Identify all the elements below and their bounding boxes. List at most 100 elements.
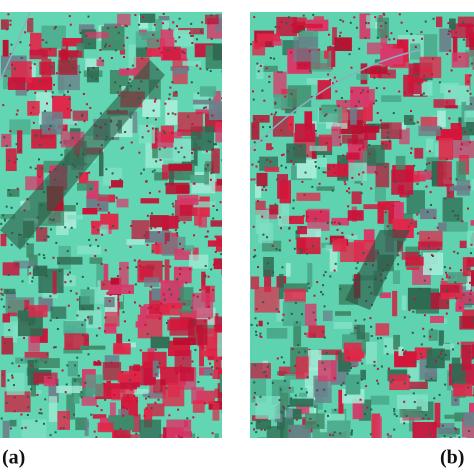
field-patch [379, 292, 391, 299]
field-patch [436, 16, 443, 28]
pixel-speck [192, 325, 195, 328]
pixel-speck [163, 298, 166, 301]
pixel-speck [187, 326, 189, 329]
pixel-speck [343, 49, 346, 52]
pixel-speck [153, 23, 156, 26]
field-patch [335, 311, 351, 316]
field-patch [281, 386, 294, 393]
field-patch [164, 259, 170, 285]
field-patch [173, 30, 191, 38]
field-patch [97, 422, 114, 433]
pixel-speck [44, 398, 47, 401]
pixel-speck [177, 434, 180, 437]
pixel-speck [393, 428, 396, 431]
pixel-speck [470, 243, 473, 246]
pixel-speck [196, 295, 199, 298]
pixel-speck [29, 66, 32, 69]
pixel-speck [178, 169, 181, 172]
pixel-speck [323, 388, 326, 391]
field-patch [88, 315, 93, 325]
pixel-speck [302, 214, 305, 217]
pixel-speck [221, 70, 222, 73]
pixel-speck [294, 394, 297, 397]
pixel-speck [331, 189, 334, 192]
pixel-speck [123, 320, 126, 323]
pixel-speck [340, 384, 343, 387]
field-patch [28, 335, 40, 352]
field-patch [179, 287, 194, 313]
pixel-speck [211, 289, 214, 292]
field-patch [457, 16, 474, 27]
pixel-speck [209, 178, 212, 181]
pixel-speck [135, 266, 138, 269]
pixel-speck [212, 205, 215, 207]
pixel-speck [296, 29, 299, 32]
field-patch [102, 362, 122, 381]
pixel-speck [344, 394, 347, 396]
pixel-speck [361, 362, 364, 365]
pixel-speck [312, 13, 315, 16]
pixel-speck [210, 373, 213, 376]
field-patch [193, 201, 216, 208]
pixel-speck [10, 243, 13, 246]
pixel-speck [196, 38, 198, 41]
field-patch [252, 40, 266, 56]
pixel-speck [319, 210, 322, 213]
pixel-speck [156, 85, 159, 88]
pixel-speck [36, 393, 39, 396]
pixel-speck [26, 395, 29, 398]
pixel-speck [167, 112, 170, 115]
pixel-speck [368, 144, 371, 147]
pixel-speck [138, 151, 141, 154]
pixel-speck [393, 413, 396, 416]
pixel-speck [445, 312, 448, 315]
pixel-speck [114, 81, 117, 84]
pixel-speck [459, 148, 462, 151]
pixel-speck [453, 250, 456, 253]
pixel-speck [154, 401, 157, 404]
pixel-speck [257, 160, 260, 163]
field-patch [212, 370, 222, 379]
pixel-speck [305, 252, 308, 255]
pixel-speck [151, 267, 154, 270]
field-patch [217, 332, 222, 357]
pixel-speck [163, 131, 166, 134]
pixel-speck [135, 432, 138, 435]
field-patch [215, 125, 222, 143]
pixel-speck [209, 140, 212, 143]
pixel-speck [211, 432, 214, 435]
pixel-speck [278, 249, 281, 252]
field-patch [293, 17, 307, 26]
pixel-speck [466, 89, 469, 92]
pixel-speck [143, 234, 146, 237]
field-patch [419, 56, 442, 79]
pixel-speck [470, 289, 473, 292]
field-patch [256, 64, 264, 79]
field-patch [160, 280, 184, 305]
pixel-speck [418, 287, 421, 290]
pixel-speck [457, 342, 460, 345]
pixel-speck [89, 106, 92, 109]
pixel-speck [323, 114, 326, 117]
pixel-speck [388, 73, 391, 76]
field-patch [217, 383, 222, 405]
pixel-speck [295, 418, 298, 421]
pixel-speck [429, 433, 432, 436]
pixel-speck [253, 148, 256, 151]
pixel-speck [200, 31, 203, 34]
pixel-speck [430, 204, 432, 206]
pixel-speck [197, 436, 199, 438]
pixel-speck [410, 110, 412, 112]
field-patch [82, 208, 98, 215]
pixel-speck [85, 338, 88, 341]
field-patch [361, 125, 380, 133]
field-patch [2, 262, 20, 276]
field-patch [166, 303, 183, 309]
pixel-speck [178, 17, 181, 20]
pixel-speck [96, 405, 99, 408]
pixel-speck [290, 51, 292, 54]
pixel-speck [270, 113, 273, 116]
pixel-speck [445, 184, 448, 186]
field-patch [212, 43, 222, 61]
field-patch [151, 127, 159, 149]
